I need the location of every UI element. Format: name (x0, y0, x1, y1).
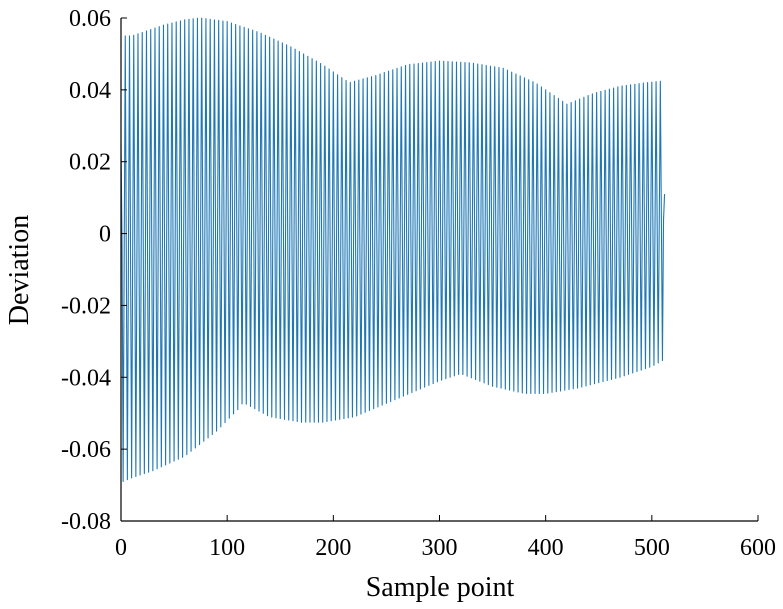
x-axis-label: Sample point (366, 572, 515, 603)
series-line (120, 17, 666, 483)
y-tick-label: -0.08 (61, 509, 111, 535)
x-tick-label: 100 (209, 535, 245, 561)
x-tick-label: 600 (740, 535, 776, 561)
y-tick-label: -0.04 (61, 365, 111, 391)
plot-lines (120, 17, 666, 483)
y-tick-label: 0.06 (69, 6, 111, 32)
x-tick-label: 300 (422, 535, 458, 561)
y-tick-label: -0.06 (61, 437, 111, 463)
y-tick-label: 0 (99, 222, 111, 248)
x-tick-label: 0 (115, 535, 127, 561)
y-tick-label: 0.02 (69, 150, 111, 176)
y-tick-label: -0.02 (61, 293, 111, 319)
y-axis-label: Deviation (4, 215, 35, 325)
x-tick-label: 200 (315, 535, 351, 561)
ticks: 0 100 200 300 400 500 600 -0.08 -0.06 -0.04 -0.02 0… (61, 6, 776, 561)
x-tick-label: 500 (634, 535, 670, 561)
x-tick-label: 400 (528, 535, 564, 561)
y-tick-label: 0.04 (69, 78, 111, 104)
